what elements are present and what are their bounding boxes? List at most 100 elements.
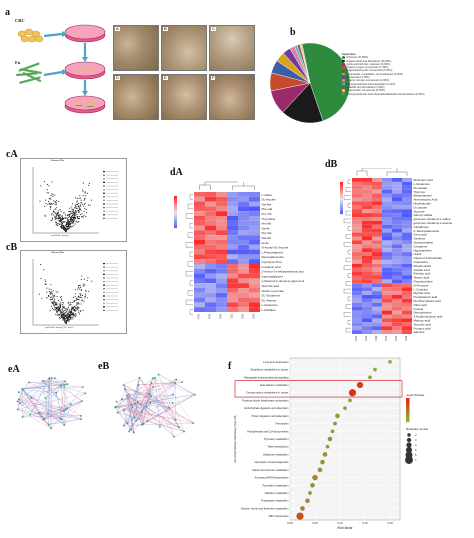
pathway-label: ABC transporters <box>269 514 290 518</box>
volcano-point <box>73 216 75 218</box>
volcano-point <box>79 293 81 295</box>
network-node <box>149 395 152 398</box>
color-legend-step <box>406 401 410 403</box>
heatmap-row-label: 1-Stearoyl-2-oleoyl-sn-glycero-3-phospho… <box>262 279 305 283</box>
heatmap-cell <box>392 220 402 225</box>
volcano-point <box>52 195 54 197</box>
network-node <box>80 418 82 421</box>
volcano-point <box>52 301 54 303</box>
heatmap-cell <box>227 192 238 197</box>
volcano-point <box>71 318 73 320</box>
heatmap-cell <box>227 235 238 240</box>
network-node <box>133 402 136 405</box>
volcano-point <box>74 314 76 316</box>
volcano-point <box>71 226 73 228</box>
volcano-legend-key <box>103 299 105 301</box>
pie-legend-item: Nucleosides, nucleotides, and analogues … <box>342 73 467 76</box>
heatmap-row-label: Inosine <box>414 307 424 311</box>
heatmap-cell <box>194 192 205 197</box>
volcano-point <box>63 307 65 309</box>
volcano-point <box>64 316 66 318</box>
volcano-point <box>64 307 66 309</box>
volcano-point <box>68 302 70 304</box>
heatmap-cell <box>194 230 205 236</box>
size-legend-dot <box>405 456 413 464</box>
volcano-point <box>61 225 63 227</box>
volcano-point <box>76 207 78 210</box>
heatmap-cell <box>392 201 402 206</box>
volcano-point <box>75 299 77 301</box>
kegg-bubble <box>320 459 325 465</box>
heatmap-cell <box>238 254 249 260</box>
heatmap-cell <box>382 217 392 221</box>
heatmap-cell <box>382 259 392 264</box>
x-axis-label: Rich factor <box>337 526 353 530</box>
volcano-point <box>69 311 71 313</box>
heatmap-cell <box>352 185 362 190</box>
heatmap-cell <box>238 211 249 216</box>
network-edge <box>117 403 135 413</box>
volcano-point <box>83 199 85 201</box>
volcano-point <box>43 269 45 271</box>
volcano-point <box>51 301 53 303</box>
volcano-legend-key <box>103 270 105 272</box>
network-edge <box>49 378 65 386</box>
volcano-point <box>90 199 92 201</box>
network-node <box>171 402 174 404</box>
heatmap-cell <box>205 259 216 264</box>
color-legend-step <box>406 399 410 402</box>
heatmap-cell <box>362 248 372 253</box>
heatmap-cell <box>249 216 260 221</box>
volcano-point <box>78 307 80 309</box>
volcano-legend-text <box>106 207 118 208</box>
volcano-point <box>58 310 60 312</box>
pathway-label: Glycolysis / Gluconeogenesis <box>255 460 290 464</box>
network-node <box>38 411 40 414</box>
heatmap-cell <box>372 314 382 319</box>
color-key-step <box>174 212 177 214</box>
volcano-point <box>56 223 58 225</box>
pie-slice <box>301 42 351 122</box>
heatmap-cell <box>238 216 249 221</box>
heatmap-cell <box>392 209 402 214</box>
heatmap-row-label: 2-Hydroxybutyric acid <box>414 315 443 319</box>
color-key-step <box>340 210 343 213</box>
heatmap-cell <box>402 181 412 186</box>
volcano-point <box>60 315 62 317</box>
heatmap-cell <box>216 268 227 274</box>
heatmap-cell <box>249 240 260 245</box>
color-legend-step <box>406 419 410 421</box>
heatmap-cell <box>372 213 382 217</box>
volcano-point <box>66 309 68 311</box>
color-key-step <box>340 182 343 184</box>
volcano-point <box>76 203 78 205</box>
network-edge <box>44 378 50 419</box>
heatmap-col-label: F02 <box>208 313 212 318</box>
volcano-point <box>82 203 84 205</box>
volcano-point <box>68 223 70 225</box>
network-node <box>149 402 152 404</box>
heatmap-cell <box>392 232 402 237</box>
network-node <box>126 394 128 397</box>
pie-legend-item: Benzenoids (3.15%) <box>342 76 467 79</box>
volcano-legend-text <box>106 274 118 275</box>
volcano-legend-key <box>103 266 105 268</box>
panel-eb-label: eB <box>98 361 110 372</box>
network-edge <box>45 378 52 399</box>
heatmap-cell <box>205 254 216 260</box>
volcano-point <box>62 303 64 305</box>
network-node <box>174 381 177 384</box>
heatmap-cell <box>352 244 362 249</box>
heatmap-cell <box>227 201 238 207</box>
volcano-point <box>80 303 82 305</box>
heatmap-cell <box>238 283 249 288</box>
network-edge <box>176 379 183 383</box>
heatmap-col-label: F03 <box>374 335 378 340</box>
volcano-point <box>56 302 58 304</box>
network-edge <box>123 386 154 426</box>
volcano-point <box>67 217 69 219</box>
volcano-point <box>66 308 68 310</box>
volcano-legend-text <box>106 310 118 311</box>
network-edge <box>18 399 65 412</box>
pie-chart <box>269 42 351 124</box>
